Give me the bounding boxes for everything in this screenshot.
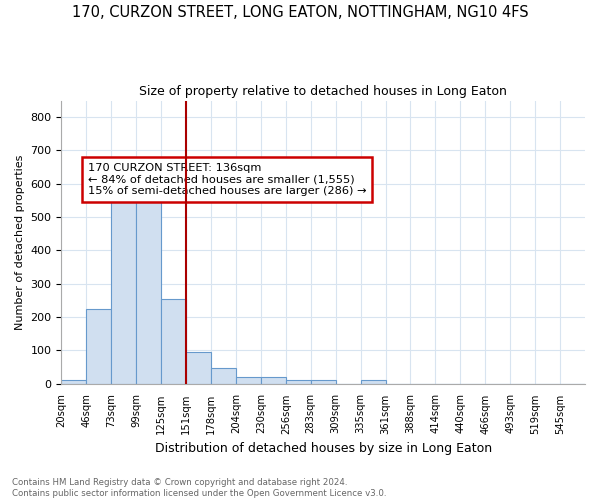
Bar <box>236 377 261 384</box>
Bar <box>186 352 211 384</box>
Text: 170, CURZON STREET, LONG EATON, NOTTINGHAM, NG10 4FS: 170, CURZON STREET, LONG EATON, NOTTINGH… <box>71 5 529 20</box>
Bar <box>161 300 186 384</box>
Bar <box>111 179 136 384</box>
Title: Size of property relative to detached houses in Long Eaton: Size of property relative to detached ho… <box>139 85 507 98</box>
Bar <box>86 308 111 384</box>
Bar <box>361 380 386 384</box>
Bar <box>61 380 86 384</box>
Bar <box>211 368 236 384</box>
Bar <box>311 380 335 384</box>
Y-axis label: Number of detached properties: Number of detached properties <box>15 154 25 330</box>
X-axis label: Distribution of detached houses by size in Long Eaton: Distribution of detached houses by size … <box>155 442 492 455</box>
Bar <box>286 380 311 384</box>
Text: 170 CURZON STREET: 136sqm
← 84% of detached houses are smaller (1,555)
15% of se: 170 CURZON STREET: 136sqm ← 84% of detac… <box>88 163 366 196</box>
Text: Contains HM Land Registry data © Crown copyright and database right 2024.
Contai: Contains HM Land Registry data © Crown c… <box>12 478 386 498</box>
Bar <box>136 194 161 384</box>
Bar <box>261 377 286 384</box>
